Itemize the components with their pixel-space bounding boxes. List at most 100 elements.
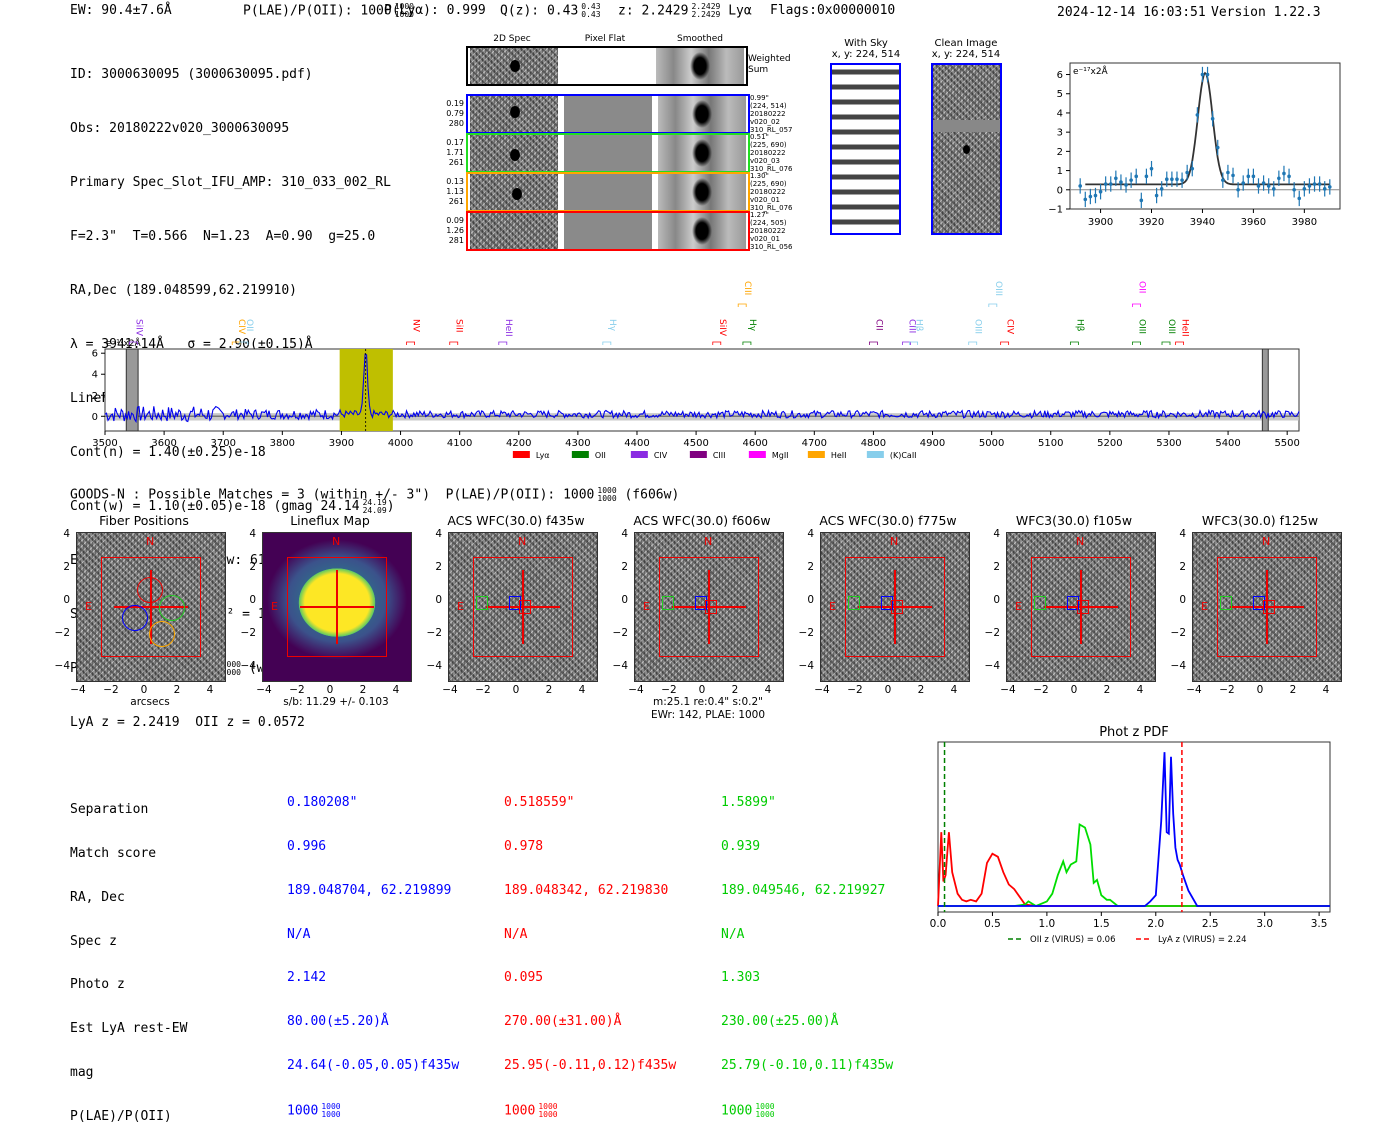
data-point xyxy=(1221,178,1225,182)
x-tick-label: 2.0 xyxy=(1147,918,1164,930)
weighted-sum-label: Weighted Sum xyxy=(748,54,791,75)
full-spectrum-chart: 0 2 4 6 3500 3600 3700 3800 3900 4000 4100 4200 4300… xyxy=(92,281,1300,460)
label-spec-z: Spec z xyxy=(70,933,117,949)
y-tick-label: 2 xyxy=(249,561,256,573)
panel-caption: arcsecs xyxy=(130,696,170,708)
data-point xyxy=(1134,174,1139,179)
emission-line-marker: SiIV xyxy=(128,319,143,345)
header-plae: P(LAE)/P(OII): 1000 1000 1000 xyxy=(243,3,414,19)
line-window-highlight xyxy=(339,349,393,431)
match-plae: 1000 1000 1000 xyxy=(504,1102,676,1119)
match-box xyxy=(1067,596,1079,610)
data-point xyxy=(1205,72,1210,77)
y-tick-label: 6 xyxy=(92,349,98,360)
emission-line-bracket xyxy=(498,341,508,345)
info-cont-n: Cont(n) = 1.40(±0.25)e-18 xyxy=(70,445,266,460)
data-point xyxy=(1144,174,1149,179)
header-z-value: z: 2.2429 xyxy=(618,3,689,19)
catalog-matches-summary: GOODS-N : Possible Matches = 3 (within +… xyxy=(70,487,679,503)
north-label: N xyxy=(890,535,899,548)
match-separation: 0.518559" xyxy=(504,795,575,811)
x-tick-label: 4300 xyxy=(565,438,590,449)
clean-image-source xyxy=(963,145,970,154)
with-sky-label: With Sky xyxy=(844,38,888,49)
data-point xyxy=(1190,166,1195,171)
spectrum-line xyxy=(104,353,1300,424)
data-point xyxy=(1098,189,1103,194)
data-point xyxy=(1307,184,1312,188)
row-smoothed xyxy=(658,135,746,171)
data-point xyxy=(1302,187,1307,191)
crosshair-v xyxy=(894,570,896,644)
row-smoothed xyxy=(658,174,746,210)
y-tick-label: −2 xyxy=(612,627,628,639)
x-tick-label: 4 xyxy=(1322,684,1330,696)
emission-line-bracket xyxy=(449,341,459,345)
match-spec-z: N/A xyxy=(721,926,745,942)
match-separation: 0.180208" xyxy=(287,795,358,811)
data-point xyxy=(1129,178,1133,182)
x-tick-label: −2 xyxy=(1033,684,1049,696)
frac-hi: 1000 xyxy=(221,659,241,669)
data-point xyxy=(1277,176,1281,181)
emission-line-label: Hγ xyxy=(747,319,757,332)
match-box xyxy=(509,596,521,610)
emission-line-bracket xyxy=(1175,341,1184,345)
x-tick-label: −4 xyxy=(70,684,86,696)
match-rest-ew: 270.00(±31.00)Å xyxy=(504,1014,622,1030)
x-tick-label: 0 xyxy=(1256,684,1264,696)
panel-title: ACS WFC(30.0) f606w xyxy=(633,513,771,528)
x-tick-label: −4 xyxy=(628,684,644,696)
match-ra-dec: 189.048342, 62.219830 xyxy=(504,882,669,898)
y-tick-label: 6 xyxy=(1057,70,1063,81)
frac-lo: 1000 xyxy=(538,1109,558,1119)
data-point xyxy=(1103,182,1108,186)
y-tick-label: −2 xyxy=(798,627,814,639)
emission-line-marker: Hβ xyxy=(909,319,924,345)
fiber-circle xyxy=(159,595,185,621)
frac-lo: 1000 xyxy=(221,667,241,677)
fiber-circle xyxy=(122,605,148,631)
x-tick-label: 2 xyxy=(359,684,367,696)
frac-lo: 2.2429 xyxy=(691,10,721,19)
match-box xyxy=(1253,596,1265,610)
legend-label: LyA z (VIRUS) = 2.24 xyxy=(1158,935,1247,945)
row-stats: 0.13 1.13 261 xyxy=(446,177,464,206)
x-tick-label: 2 xyxy=(731,684,739,696)
x-tick-label: −2 xyxy=(103,684,119,696)
y-tick-label: 0 xyxy=(1057,185,1063,196)
emission-line-bracket xyxy=(602,341,612,345)
match-table-labels: Separation Match score RA, Dec Spec z Ph… xyxy=(70,774,187,1139)
y-tick-label: 0 xyxy=(621,594,628,606)
row-2d-spec xyxy=(470,174,558,210)
emission-line-label: OII xyxy=(244,319,254,331)
emission-line-bracket xyxy=(869,341,878,345)
pdf-series-red xyxy=(937,832,1330,907)
emission-line-label: HeII xyxy=(1180,319,1190,337)
row-smoothed xyxy=(658,213,746,249)
x-tick-label: −4 xyxy=(442,684,458,696)
weighted-2d-spec xyxy=(470,48,558,84)
match-box xyxy=(1077,600,1089,614)
y-tick-label: 2 xyxy=(1179,561,1186,573)
emission-line-bracket xyxy=(988,303,998,307)
label-est-lya-rest-ew: Est LyA rest-EW xyxy=(70,1021,188,1037)
data-point xyxy=(1185,170,1189,175)
row-frame xyxy=(466,172,750,212)
x-tick-label: 0 xyxy=(512,684,520,696)
row-stats: 0.19 0.79 280 xyxy=(446,99,464,128)
legend-swatch xyxy=(630,451,648,458)
y-tick-label: 5 xyxy=(1057,89,1063,100)
x-tick-label: 4 xyxy=(1136,684,1144,696)
legend-label: CIV xyxy=(654,451,668,460)
row-2d-spec xyxy=(470,213,558,249)
y-tick-label: −4 xyxy=(984,660,1000,672)
emission-line-marker: HeII xyxy=(1175,319,1190,345)
y-tick-label: 0 xyxy=(1179,594,1186,606)
data-point xyxy=(1231,173,1235,178)
image-panel: WFC3(30.0) f105w N E 4 2 0 −2 −4 −4 −2 0 2 4 xyxy=(980,510,1160,725)
y-tick-label: 4 xyxy=(92,370,98,381)
emission-line-bracket xyxy=(1132,341,1141,345)
emission-line-label: SiII xyxy=(454,319,464,333)
match-plae: 1000 1000 1000 xyxy=(287,1102,459,1119)
